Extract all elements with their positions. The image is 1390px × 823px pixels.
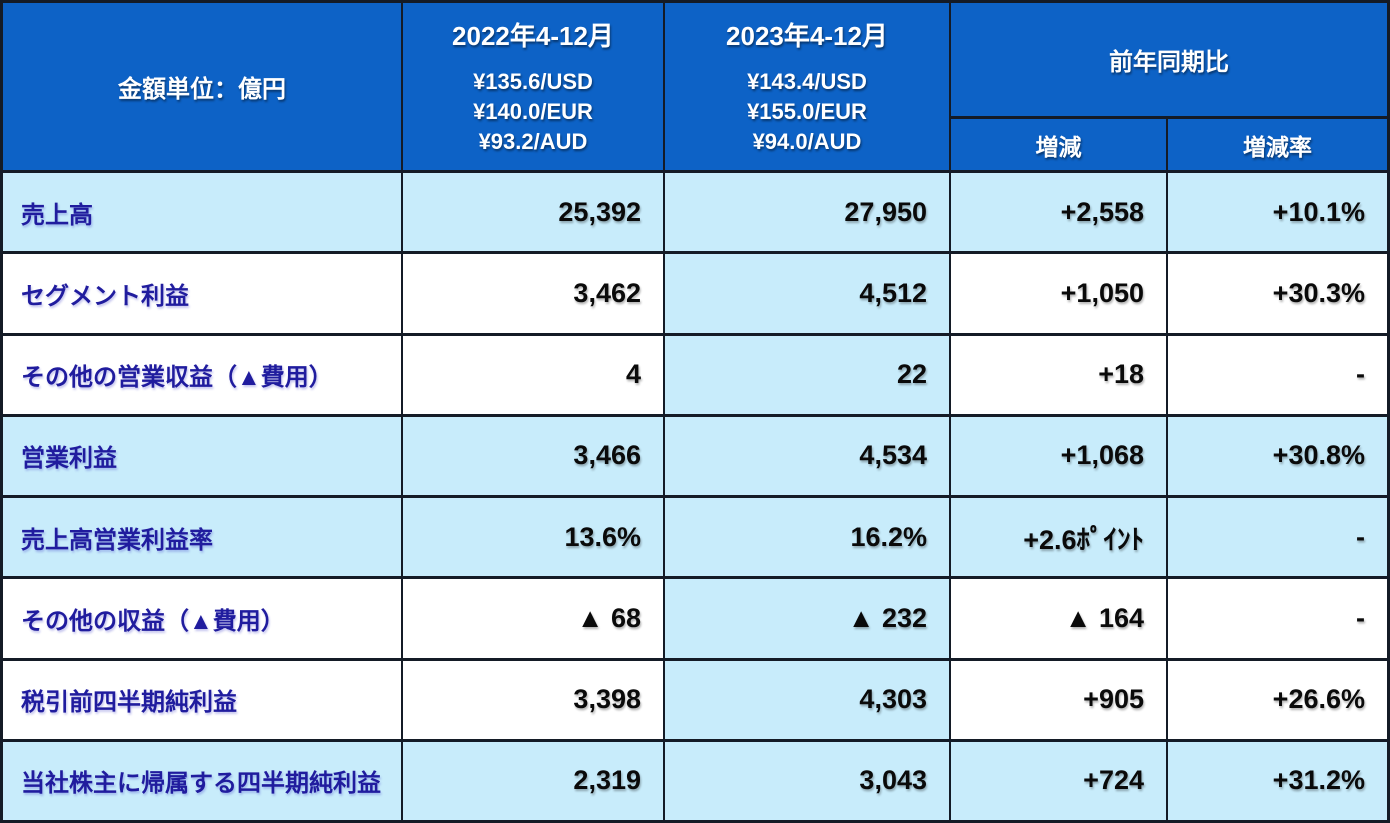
value-change: +1,068: [951, 416, 1168, 495]
row-label: その他の営業収益（▲費用）: [3, 335, 403, 414]
row-label: 売上高営業利益率: [3, 498, 403, 577]
table-row: セグメント利益 3,462 4,512 +1,050 +30.3%: [3, 254, 1387, 336]
value-change-rate: +30.3%: [1168, 254, 1387, 333]
value-2022: ▲ 68: [403, 579, 665, 658]
value-change: +2,558: [951, 173, 1168, 252]
fx-rate-aud: ¥94.0/AUD: [752, 128, 862, 154]
value-2023: 22: [665, 335, 951, 414]
value-2023: 16.2%: [665, 498, 951, 577]
value-2022: 3,466: [403, 416, 665, 495]
value-2023: 27,950: [665, 173, 951, 252]
unit-header-cell: 金額単位：億円: [3, 3, 403, 170]
value-change: +1,050: [951, 254, 1168, 333]
fx-rate-eur: ¥155.0/EUR: [747, 99, 867, 125]
value-2022: 13.6%: [403, 498, 665, 577]
table-row: その他の収益（▲費用） ▲ 68 ▲ 232 ▲ 164 -: [3, 579, 1387, 661]
value-2022: 4: [403, 335, 665, 414]
value-change-rate: -: [1168, 335, 1387, 414]
value-change-rate: -: [1168, 498, 1387, 577]
table-row: その他の営業収益（▲費用） 4 22 +18 -: [3, 335, 1387, 417]
value-change-rate: +26.6%: [1168, 660, 1387, 739]
value-2023: 4,512: [665, 254, 951, 333]
value-2022: 3,398: [403, 660, 665, 739]
period-2023-fx-rates: ¥143.4/USD ¥155.0/EUR ¥94.0/AUD: [747, 67, 867, 157]
value-change-rate: +31.2%: [1168, 741, 1387, 820]
unit-label: 金額単位：億円: [118, 76, 286, 103]
row-label: 当社株主に帰属する四半期純利益: [3, 741, 403, 820]
value-change: +18: [951, 335, 1168, 414]
value-change: ▲ 164: [951, 579, 1168, 658]
yoy-title-cell: 前年同期比: [951, 3, 1387, 119]
period-2022-fx-rates: ¥135.6/USD ¥140.0/EUR ¥93.2/AUD: [473, 67, 593, 157]
period-2023-title: 2023年4-12月: [726, 21, 888, 52]
value-2023: 4,303: [665, 660, 951, 739]
row-label: その他の収益（▲費用）: [3, 579, 403, 658]
period-2023-header-cell: 2023年4-12月 ¥143.4/USD ¥155.0/EUR ¥94.0/A…: [665, 3, 951, 170]
fx-rate-usd: ¥143.4/USD: [747, 69, 867, 95]
table-row: 税引前四半期純利益 3,398 4,303 +905 +26.6%: [3, 660, 1387, 742]
value-2022: 2,319: [403, 741, 665, 820]
value-change: +905: [951, 660, 1168, 739]
period-2022-title: 2022年4-12月: [452, 21, 614, 52]
fx-rate-eur: ¥140.0/EUR: [473, 99, 593, 125]
table-row: 売上高 25,392 27,950 +2,558 +10.1%: [3, 173, 1387, 255]
value-change-rate: +10.1%: [1168, 173, 1387, 252]
value-2023: 3,043: [665, 741, 951, 820]
change-rate-subheader-cell: 増減率: [1168, 119, 1387, 170]
row-label: 営業利益: [3, 416, 403, 495]
table-row: 売上高営業利益率 13.6% 16.2% +2.6ﾎﾟｲﾝﾄ -: [3, 498, 1387, 580]
value-2023: ▲ 232: [665, 579, 951, 658]
table-row: 当社株主に帰属する四半期純利益 2,319 3,043 +724 +31.2%: [3, 741, 1387, 820]
row-label: 売上高: [3, 173, 403, 252]
value-2022: 25,392: [403, 173, 665, 252]
change-subheader-cell: 増減: [951, 119, 1168, 170]
fx-rate-usd: ¥135.6/USD: [473, 69, 593, 95]
yoy-header-group: 前年同期比 増減 増減率: [951, 3, 1387, 170]
value-2022: 3,462: [403, 254, 665, 333]
value-2023: 4,534: [665, 416, 951, 495]
period-2022-header-cell: 2022年4-12月 ¥135.6/USD ¥140.0/EUR ¥93.2/A…: [403, 3, 665, 170]
value-change: +724: [951, 741, 1168, 820]
yoy-subheader-row: 増減 増減率: [951, 119, 1387, 170]
fx-rate-aud: ¥93.2/AUD: [478, 128, 588, 154]
value-change-rate: -: [1168, 579, 1387, 658]
table-header: 金額単位：億円 2022年4-12月 ¥135.6/USD ¥140.0/EUR…: [3, 3, 1387, 173]
table-row: 営業利益 3,466 4,534 +1,068 +30.8%: [3, 416, 1387, 498]
row-label: セグメント利益: [3, 254, 403, 333]
value-change-rate: +30.8%: [1168, 416, 1387, 495]
value-change: +2.6ﾎﾟｲﾝﾄ: [951, 498, 1168, 577]
row-label: 税引前四半期純利益: [3, 660, 403, 739]
